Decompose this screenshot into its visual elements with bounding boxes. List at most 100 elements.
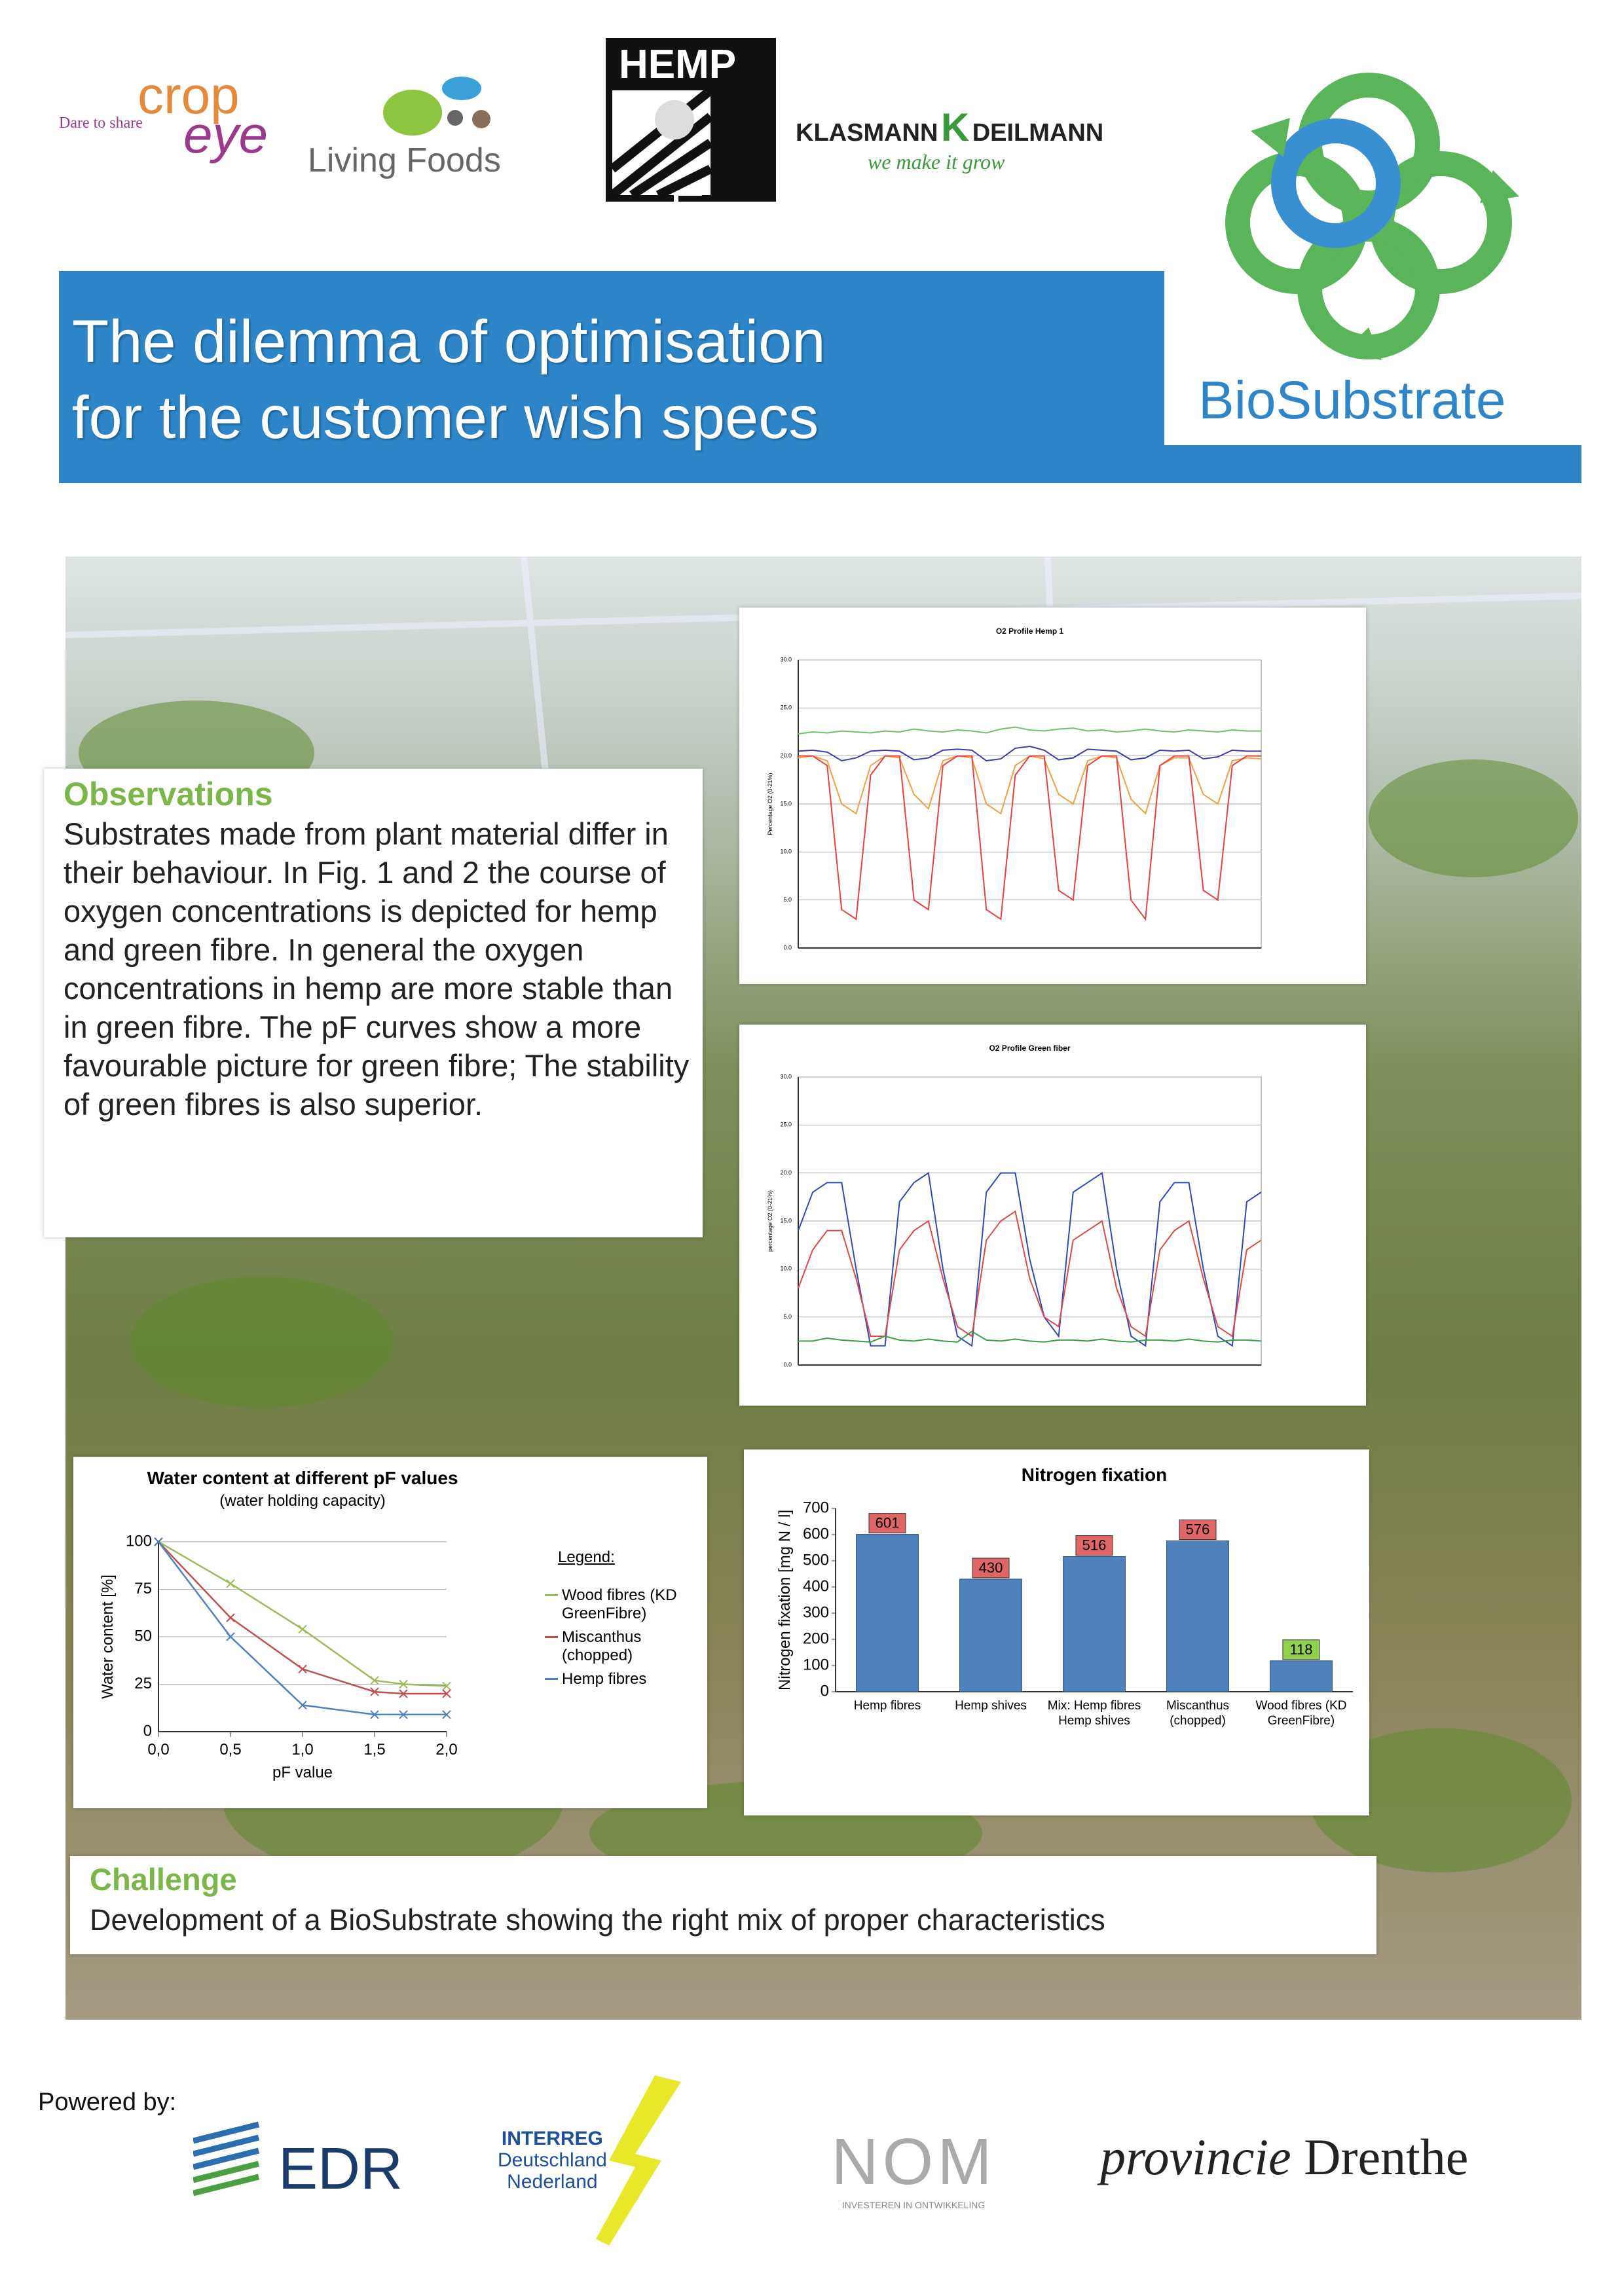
- y-tick-label: 100: [803, 1656, 829, 1673]
- series-line: [158, 1540, 447, 1687]
- heading: Observations: [64, 776, 273, 812]
- powered-by: Powered by:: [38, 2088, 177, 2116]
- chart-panel: O2 Profile Green fiber 0.0 5.0 10.0 15.0 20.0…: [739, 1025, 1366, 1406]
- logo-line: Nederland: [507, 2171, 598, 2193]
- x-tick-label: 2,0: [435, 1741, 457, 1758]
- value-label: 576: [1186, 1522, 1210, 1538]
- x-tick-label: Miscanthus (chopped): [1166, 1699, 1230, 1728]
- y-tick-label: 200: [803, 1630, 829, 1647]
- legend-entry: Hemp fibres: [545, 1670, 695, 1688]
- legend-swatch: [545, 1636, 558, 1638]
- value-label: 430: [979, 1559, 1003, 1576]
- value-label: 601: [876, 1515, 900, 1531]
- point-marker: [298, 1624, 307, 1634]
- chart: O2 Profile Hemp 1 0.0 5.0 10.0 15.0 20.0 25.0 3…: [767, 627, 1262, 951]
- y-axis-label: percentage O2 (0-21%): [767, 1190, 773, 1252]
- logo-text: INTERREG Deutschland Nederland: [498, 2128, 607, 2193]
- logo-text: EDR: [278, 2136, 403, 2202]
- point-marker: [298, 1664, 307, 1674]
- y-tick-label: 300: [803, 1603, 829, 1621]
- point-marker: [442, 1710, 451, 1719]
- y-tick-label: 100: [126, 1532, 152, 1550]
- y-axis-label: Water content [%]: [99, 1575, 117, 1699]
- chart-title: Water content at different pF values: [147, 1468, 458, 1488]
- x-tick-label: Hemp fibres: [853, 1699, 921, 1713]
- logo-text: crop: [138, 66, 240, 124]
- x-tick-label: Mix: Hemp fibres Hemp shives: [1047, 1699, 1141, 1728]
- value-label-box: [1282, 1639, 1320, 1660]
- logo-slogan: we make it grow: [868, 150, 1005, 173]
- y-tick-label: 25.0: [780, 704, 792, 711]
- logo-text: NOM: [831, 2125, 996, 2198]
- legend: Legend: Wood fibres (KD GreenFibre) Miscan…: [545, 1548, 695, 1694]
- chart-title: O2 Profile Hemp 1: [996, 627, 1064, 636]
- logo-shape: [612, 90, 710, 195]
- bar: [1166, 1540, 1229, 1692]
- point-marker: [370, 1675, 379, 1685]
- logo-text: KLASMANN: [796, 119, 938, 147]
- series-line: [158, 1541, 447, 1716]
- point-marker: [298, 1700, 307, 1710]
- y-tick-label: 500: [803, 1551, 829, 1569]
- x-tick-label: 1,0: [291, 1741, 313, 1758]
- legend-swatch: [545, 1594, 558, 1596]
- legend-title: Legend:: [558, 1548, 615, 1566]
- value-label-box: [868, 1513, 906, 1534]
- chart-title: Nitrogen fixation: [1022, 1465, 1167, 1485]
- y-tick-label: 5.0: [783, 1313, 792, 1320]
- chart-panel: Water content at different pF values (wat…: [73, 1457, 707, 1808]
- y-tick-label: 0.0: [783, 944, 792, 951]
- klasmann-logo: KLASMANN K DEILMANN we make it grow: [796, 105, 1136, 190]
- point-marker: [370, 1710, 379, 1719]
- series-line: [798, 745, 1261, 762]
- y-tick-label: 50: [134, 1627, 152, 1645]
- observations-box: Observations Substrates made from plant …: [44, 769, 703, 1237]
- title-bar: The dilemma of optimisation for the custo…: [59, 271, 1164, 483]
- y-tick-label: 10.0: [780, 1266, 792, 1272]
- logo-slogan: INVESTEREN IN ONTWIKKELING: [841, 2200, 986, 2210]
- bar: [1270, 1660, 1333, 1692]
- x-tick-label: Wood fibres (KD GreenFibre): [1255, 1699, 1347, 1728]
- value-label-box: [1075, 1535, 1113, 1556]
- y-axis-label: Nitrogen fixation [mg N / l]: [776, 1510, 794, 1690]
- logo-text: HEMP: [619, 42, 737, 87]
- logo-text: Living Foods: [308, 141, 501, 179]
- y-tick-label: 10.0: [780, 848, 792, 855]
- y-tick-label: 30.0: [780, 1073, 792, 1080]
- hempflax-logo: HEMP FLAX: [606, 38, 776, 268]
- title-line: The dilemma of optimisation: [72, 308, 826, 375]
- logo-shape: [596, 2075, 681, 2246]
- point-marker: [226, 1632, 235, 1641]
- y-tick-label: 400: [803, 1577, 829, 1595]
- logo-text: Drenthe: [1304, 2128, 1469, 2185]
- x-tick-label: 1,5: [363, 1741, 385, 1758]
- value-label: 118: [1289, 1641, 1312, 1658]
- x-tick-label: 0,0: [147, 1741, 169, 1758]
- biosubstrate-emblem: [1225, 73, 1519, 360]
- heading: Challenge: [90, 1862, 237, 1897]
- value-label-box: [972, 1558, 1010, 1578]
- point-marker: [399, 1689, 408, 1698]
- chart: Water content at different pF values (wat…: [99, 1468, 458, 1781]
- chart-title: O2 Profile Green fiber: [989, 1044, 1070, 1053]
- title: The dilemma of optimisation for the custo…: [72, 304, 826, 456]
- chart: Nitrogen fixation 0 100 200 300 400 500 600 700 N…: [776, 1465, 1353, 1700]
- bar: [856, 1534, 919, 1692]
- cropeye-logo: crop eye Dare to share: [59, 65, 295, 164]
- challenge-box: Challenge Development of a BioSubstrate …: [70, 1856, 1376, 1954]
- point-marker: [399, 1710, 408, 1719]
- y-tick-label: 0: [143, 1722, 152, 1740]
- interreg-logo: INTERREG Deutschland Nederland: [488, 2075, 697, 2246]
- y-tick-label: 700: [803, 1499, 829, 1516]
- point-marker: [226, 1613, 235, 1622]
- y-tick-label: 15.0: [780, 1217, 792, 1224]
- series-line: [798, 1330, 1262, 1343]
- logo-text: provincie: [1100, 2128, 1291, 2185]
- y-axis-label: Percentage O2 (0-21%): [767, 773, 773, 835]
- series-line: [798, 726, 1261, 735]
- legend-swatch: [545, 1678, 558, 1680]
- value-label-box: [1179, 1520, 1217, 1540]
- logo-line: Deutschland: [498, 2149, 607, 2171]
- series-line: [798, 1210, 1262, 1338]
- y-tick-label: 75: [134, 1580, 152, 1597]
